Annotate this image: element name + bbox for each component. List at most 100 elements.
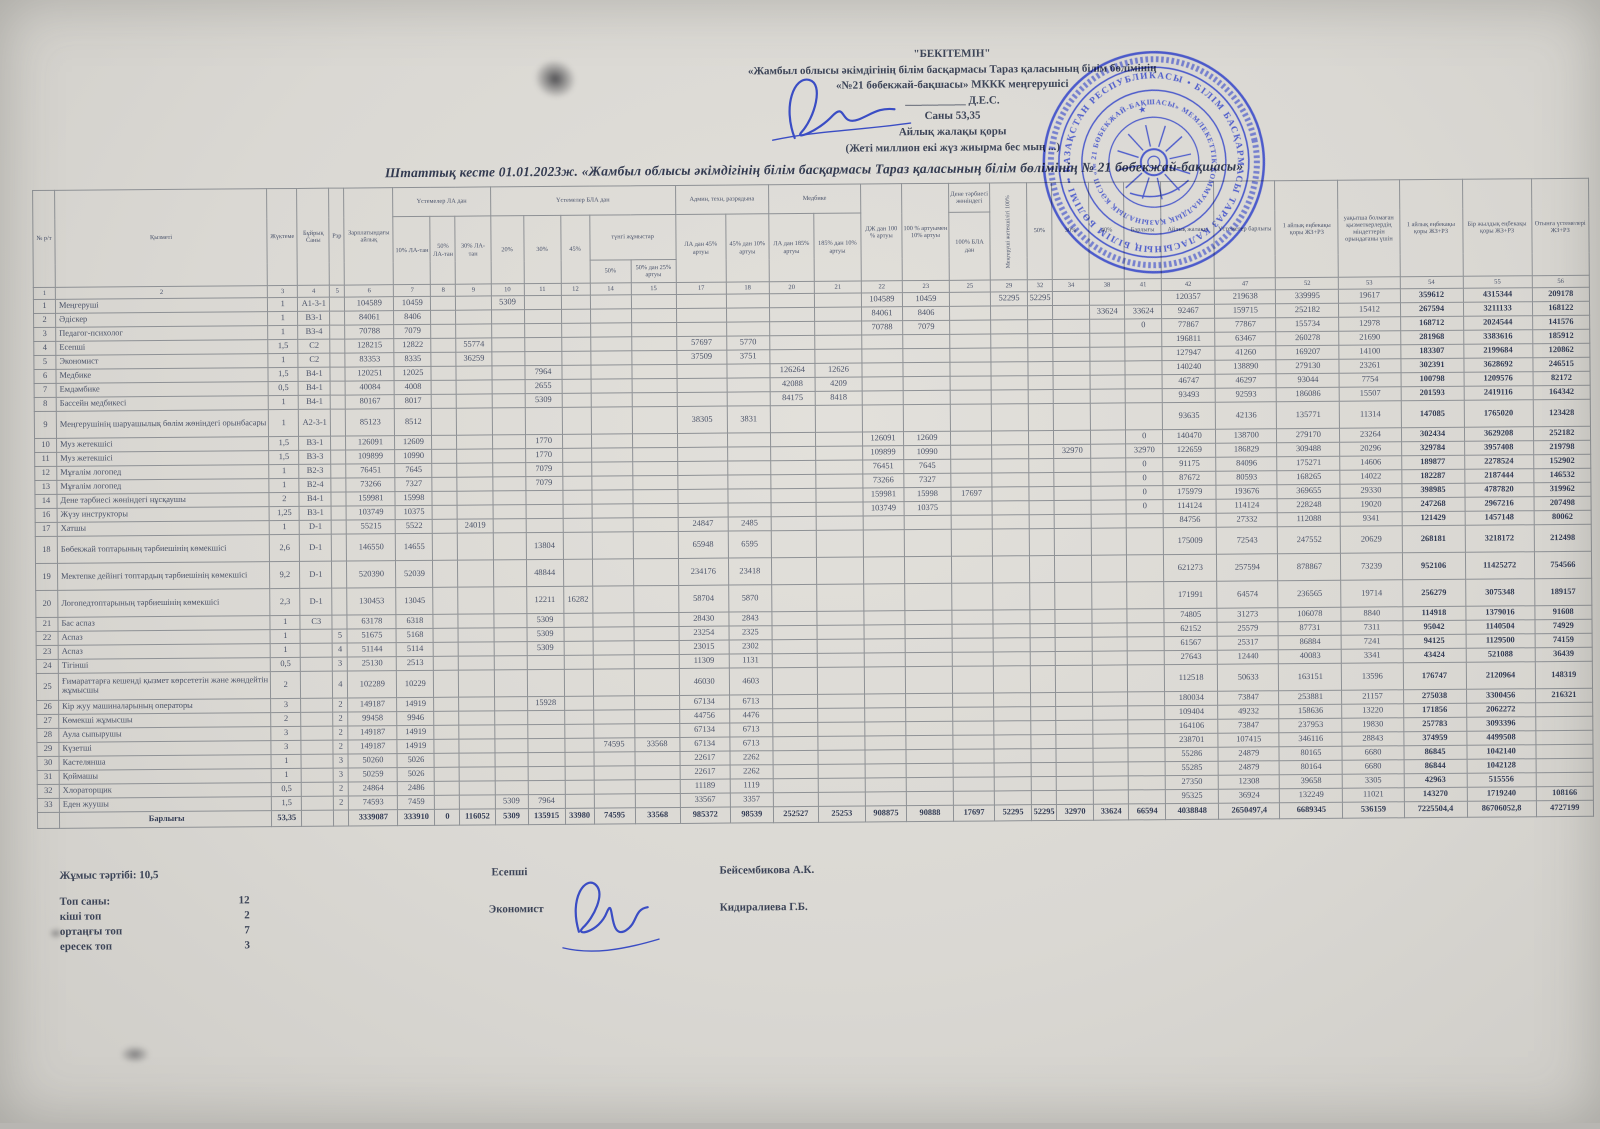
table-cell [817, 667, 864, 694]
table-cell [1128, 748, 1165, 762]
table-cell [495, 781, 528, 795]
small-group-value: 2 [244, 909, 250, 921]
table-cell: 5 [34, 355, 56, 369]
table-cell [594, 752, 635, 766]
table-cell: 3831 [727, 406, 770, 433]
table-cell [458, 505, 493, 519]
table-cell [771, 502, 816, 516]
table-cell [1091, 444, 1126, 458]
table-cell [677, 461, 727, 475]
table-cell [1128, 762, 1165, 776]
table-cell [1029, 431, 1054, 445]
table-cell: 15507 [1340, 387, 1401, 401]
table-cell: D-1 [300, 534, 332, 561]
table-cell: 1119 [730, 779, 773, 793]
table-cell: 109899 [346, 450, 395, 464]
table-cell: 87672 [1163, 471, 1216, 485]
table-cell: 55286 [1165, 747, 1218, 761]
ink-smudge [49, 928, 63, 939]
table-cell [727, 392, 770, 406]
table-cell: 374959 [1403, 731, 1466, 745]
table-cell [951, 459, 992, 473]
table-cell: 13045 [396, 587, 433, 614]
table-cell [431, 310, 456, 324]
table-cell: 86845 [1403, 745, 1466, 759]
table-cell: 66594 [1129, 804, 1166, 820]
table-cell [633, 489, 678, 503]
table-cell [632, 447, 677, 461]
table-cell [590, 295, 631, 309]
table-cell [458, 614, 493, 628]
table-cell [592, 490, 633, 504]
table-cell [457, 477, 492, 491]
column-number: 7 [394, 284, 431, 296]
accountant-name: Бейсембикова А.К. [719, 864, 814, 877]
table-cell: 216321 [1535, 688, 1592, 702]
table-cell [678, 503, 728, 517]
column-number: 32 [1027, 280, 1052, 292]
table-cell: 43424 [1403, 648, 1466, 662]
column-number: 11 [524, 283, 561, 295]
table-cell [590, 337, 631, 351]
table-cell: 146550 [347, 534, 396, 561]
table-cell [1091, 500, 1126, 514]
table-cell [1127, 555, 1164, 582]
table-cell: B4-1 [299, 492, 331, 506]
table-cell [817, 584, 864, 611]
table-cell: 3339087 [349, 810, 398, 826]
table-cell: 149187 [348, 740, 397, 754]
table-cell [769, 307, 814, 321]
table-cell [591, 407, 632, 434]
table-cell [592, 586, 633, 613]
table-cell: 3628692 [1464, 358, 1533, 373]
table-cell [865, 778, 906, 792]
table-cell: 138700 [1216, 429, 1277, 443]
table-cell: 0 [1126, 472, 1163, 486]
table-cell [631, 308, 676, 322]
table-cell [953, 791, 994, 805]
table-cell: 3341 [1342, 649, 1403, 663]
table-cell [459, 753, 494, 767]
table-cell [458, 587, 493, 614]
table-cell [491, 324, 524, 338]
table-cell [993, 652, 1030, 666]
table-cell: 238701 [1165, 733, 1218, 747]
table-cell: 7 [34, 383, 56, 397]
table-cell: 0 [435, 809, 460, 825]
table-cell: 4008 [394, 380, 431, 394]
table-cell: 25579 [1217, 622, 1278, 636]
table-cell [565, 766, 594, 780]
table-cell [1056, 748, 1093, 762]
table-cell [817, 625, 864, 639]
table-cell [331, 395, 346, 409]
table-cell [592, 518, 633, 532]
table-cell [459, 739, 494, 753]
vertical-header: Меңгеруші жетекшілігі 100% [1005, 195, 1012, 268]
table-cell: 25317 [1217, 636, 1278, 650]
table-cell: 27332 [1216, 513, 1277, 527]
table-cell [491, 310, 524, 324]
table-cell [1053, 305, 1090, 319]
table-cell: 52295 [994, 805, 1031, 821]
table-cell: 1 [270, 615, 300, 629]
table-cell [770, 349, 815, 363]
table-cell [953, 721, 994, 735]
table-cell: 84061 [345, 311, 394, 325]
table-cell [815, 432, 862, 446]
table-cell: 38305 [677, 406, 727, 433]
table-cell: Ғимараттарға кешенді қызмет көрсететін ж… [58, 672, 270, 701]
table-cell [727, 433, 770, 447]
table-cell: 10990 [904, 445, 951, 459]
table-cell [816, 557, 863, 584]
table-cell [432, 505, 457, 519]
table-cell: 18 [35, 536, 57, 563]
table-cell [1030, 665, 1055, 692]
table-cell [865, 764, 906, 778]
table-cell: 149187 [348, 698, 397, 712]
table-cell: 6680 [1343, 760, 1404, 774]
table-cell: 521088 [1466, 648, 1535, 663]
table-cell [772, 611, 817, 625]
table-cell: 279170 [1277, 428, 1340, 442]
table-cell [433, 533, 458, 560]
